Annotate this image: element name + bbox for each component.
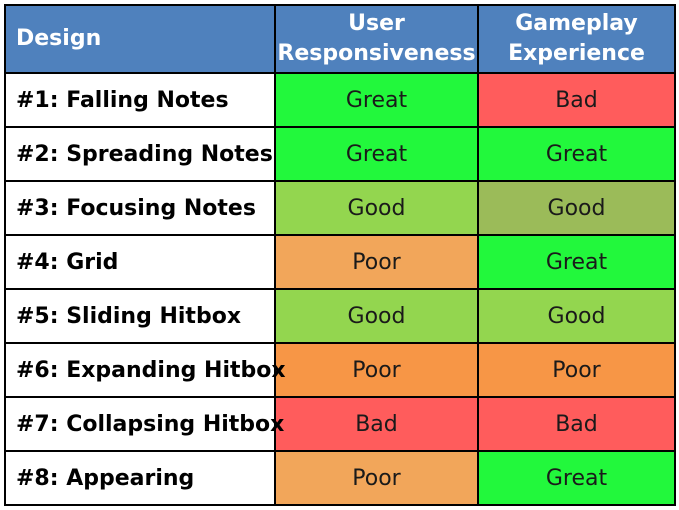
- table-row: #8: Appearing Poor Great: [4, 450, 676, 506]
- header-gameplay-experience: Gameplay Experience: [477, 4, 676, 74]
- table-row: #2: Spreading Notes Great Great: [4, 126, 676, 182]
- design-cell: #1: Falling Notes: [4, 72, 276, 128]
- gameplay-experience-cell: Good: [477, 288, 676, 344]
- design-cell: #3: Focusing Notes: [4, 180, 276, 236]
- gameplay-experience-cell: Good: [477, 180, 676, 236]
- user-responsiveness-cell: Poor: [274, 342, 479, 398]
- header-design-label: Design: [16, 26, 102, 51]
- header-design: Design: [4, 4, 276, 74]
- table-body: #1: Falling Notes Great Bad #2: Spreadin…: [4, 72, 676, 506]
- gameplay-experience-cell: Bad: [477, 396, 676, 452]
- user-responsiveness-cell: Bad: [274, 396, 479, 452]
- user-responsiveness-cell: Good: [274, 288, 479, 344]
- design-cell: #8: Appearing: [4, 450, 276, 506]
- gameplay-experience-cell: Poor: [477, 342, 676, 398]
- header-user-responsiveness: User Responsiveness: [274, 4, 479, 74]
- table-row: #1: Falling Notes Great Bad: [4, 72, 676, 128]
- gameplay-experience-cell: Bad: [477, 72, 676, 128]
- design-cell: #5: Sliding Hitbox: [4, 288, 276, 344]
- design-comparison-table: Design User Responsiveness Gameplay Expe…: [4, 4, 676, 506]
- table-header: Design User Responsiveness Gameplay Expe…: [4, 4, 676, 74]
- header-gameplay-line2: Experience: [508, 41, 645, 66]
- user-responsiveness-cell: Good: [274, 180, 479, 236]
- header-row: Design User Responsiveness Gameplay Expe…: [4, 4, 676, 74]
- design-cell: #2: Spreading Notes: [4, 126, 276, 182]
- header-gameplay-line1: Gameplay: [515, 11, 638, 36]
- user-responsiveness-cell: Poor: [274, 450, 479, 506]
- table-row: #4: Grid Poor Great: [4, 234, 676, 290]
- user-responsiveness-cell: Great: [274, 72, 479, 128]
- header-user-line1: User: [348, 11, 405, 36]
- gameplay-experience-cell: Great: [477, 126, 676, 182]
- user-responsiveness-cell: Poor: [274, 234, 479, 290]
- table-row: #5: Sliding Hitbox Good Good: [4, 288, 676, 344]
- design-cell: #7: Collapsing Hitbox: [4, 396, 284, 452]
- table-row: #6: Expanding Hitbox Poor Poor: [4, 342, 676, 398]
- design-comparison-table-wrapper: Design User Responsiveness Gameplay Expe…: [4, 4, 676, 506]
- table-row: #7: Collapsing Hitbox Bad Bad: [4, 396, 676, 452]
- gameplay-experience-cell: Great: [477, 450, 676, 506]
- table-row: #3: Focusing Notes Good Good: [4, 180, 676, 236]
- design-cell: #6: Expanding Hitbox: [4, 342, 286, 398]
- header-user-line2: Responsiveness: [277, 41, 476, 66]
- gameplay-experience-cell: Great: [477, 234, 676, 290]
- design-cell: #4: Grid: [4, 234, 276, 290]
- user-responsiveness-cell: Great: [274, 126, 479, 182]
